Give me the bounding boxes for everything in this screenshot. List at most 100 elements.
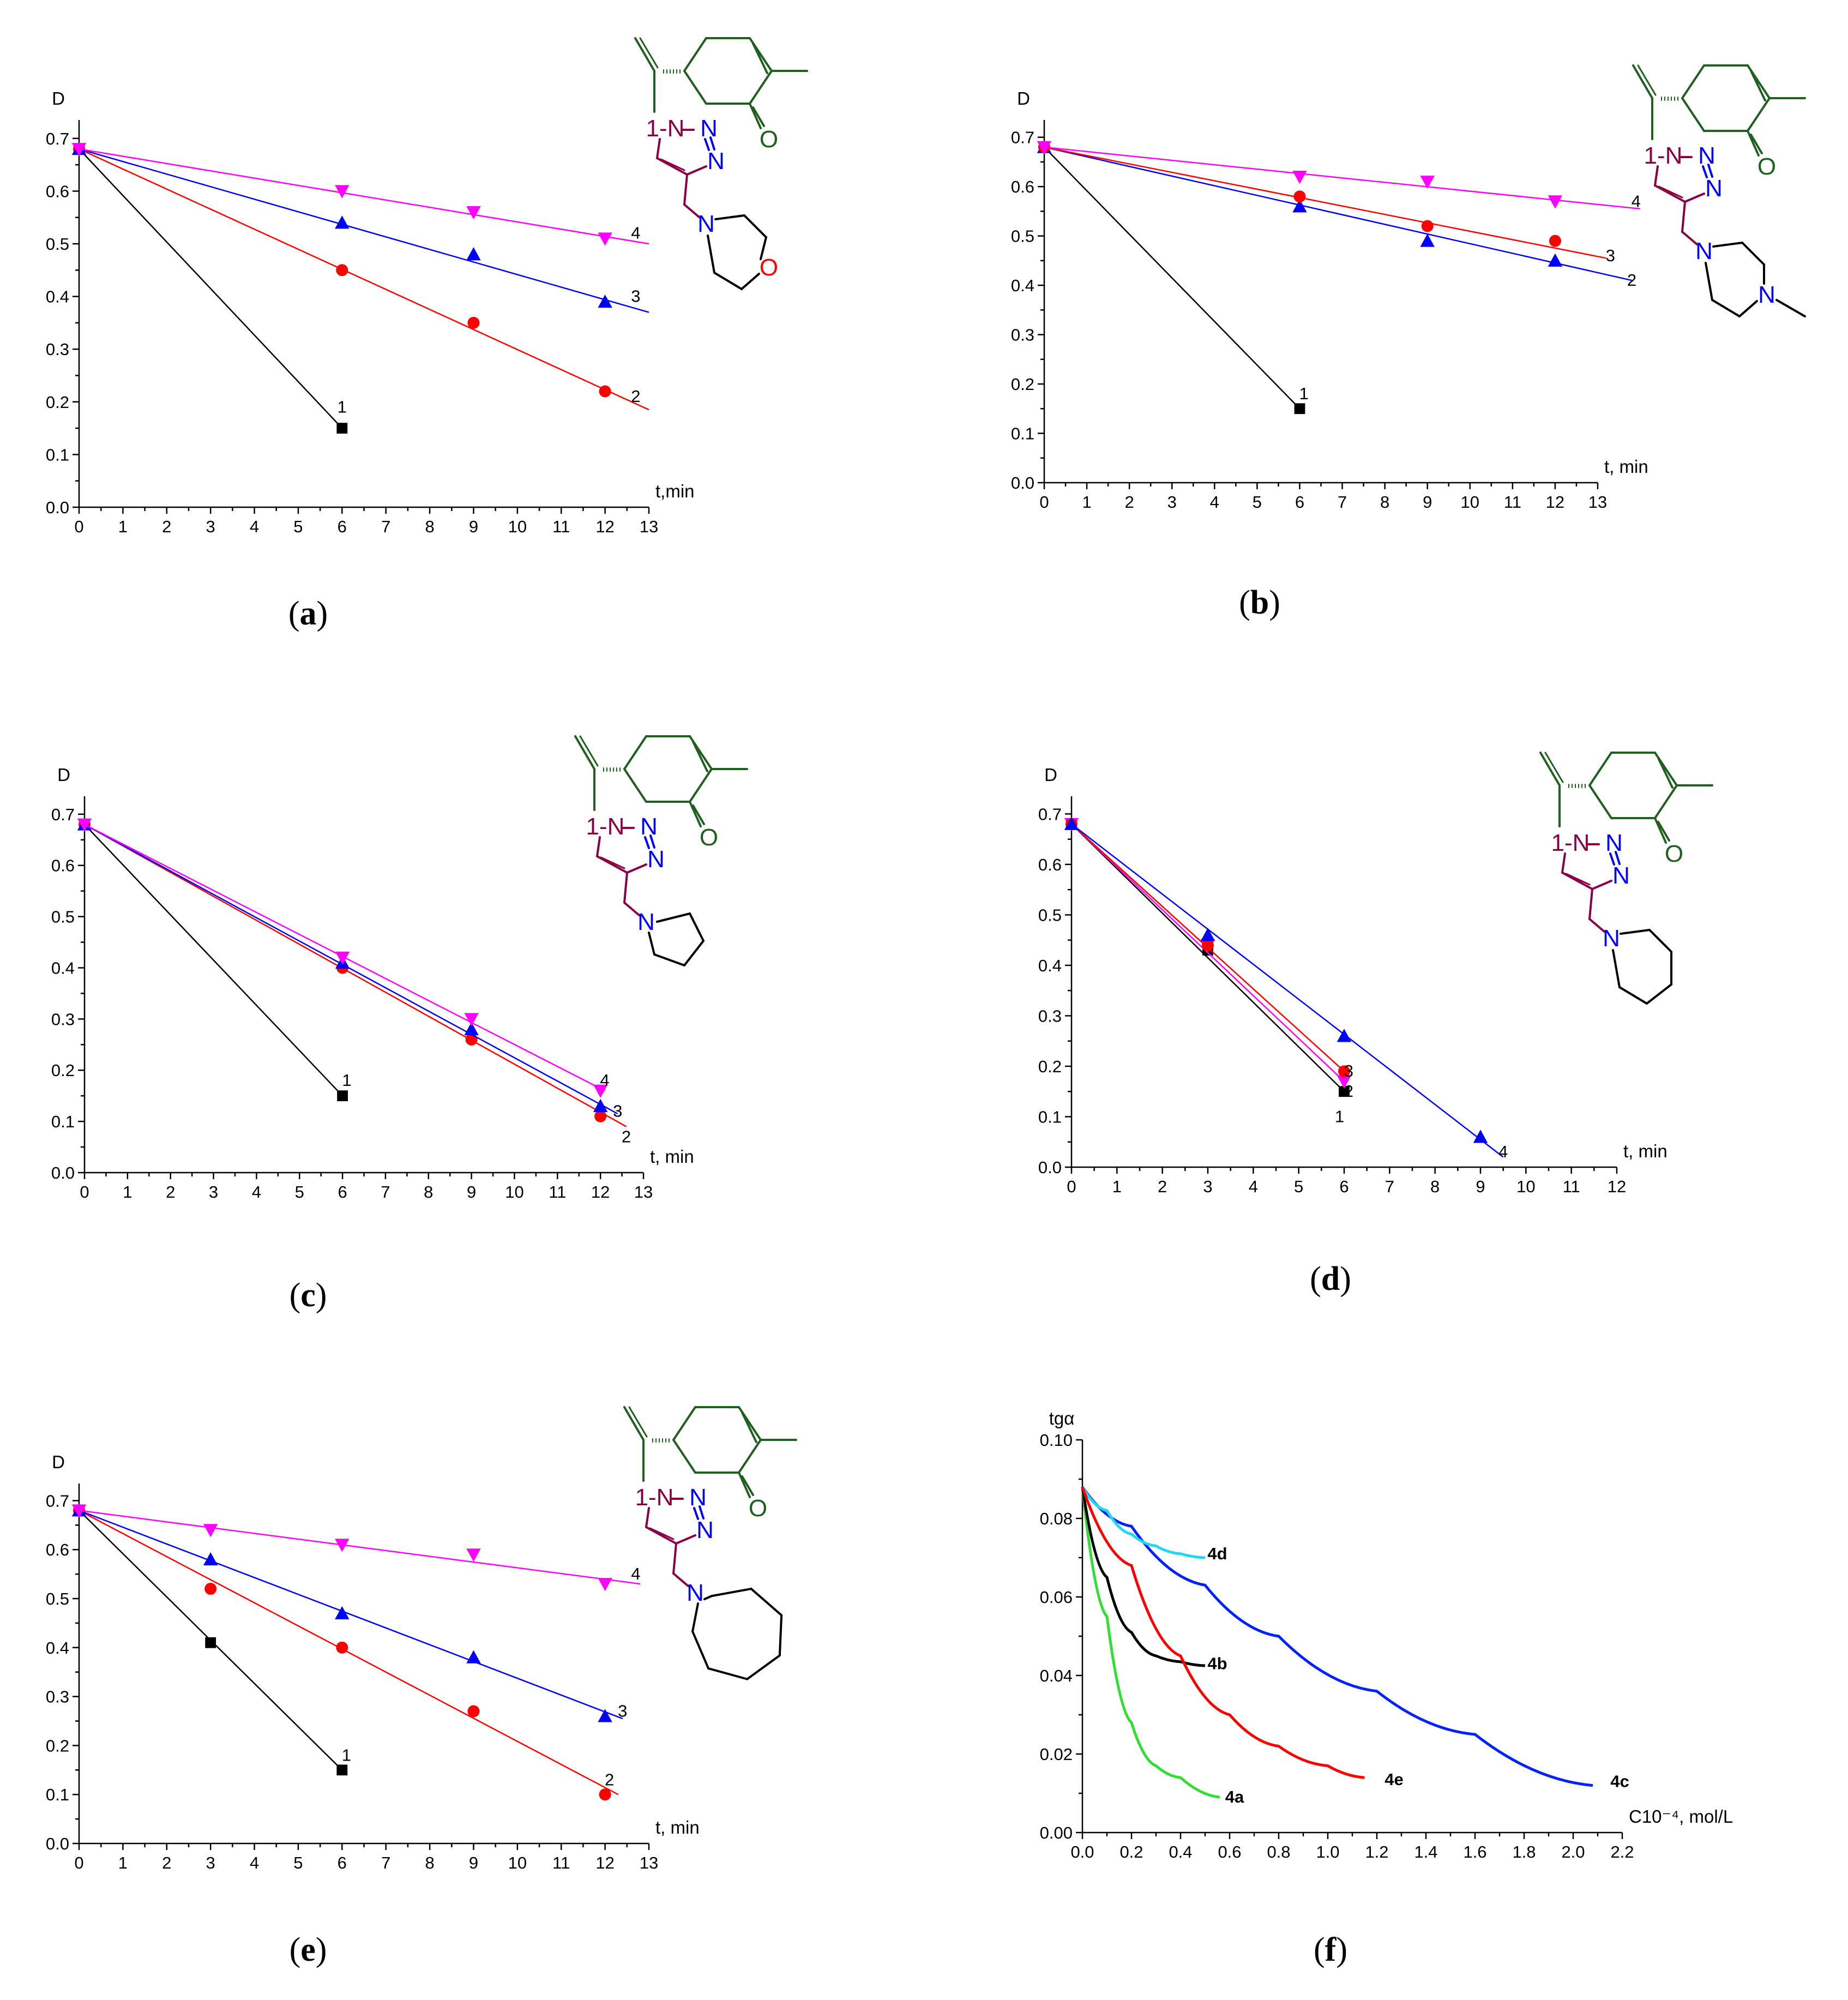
bond: [644, 836, 650, 849]
y-tick-label: 0.2: [1038, 1057, 1062, 1076]
fit-line: [84, 824, 627, 1127]
bond: [648, 932, 655, 956]
y-tick-label: 0.3: [51, 1010, 75, 1029]
y-tick-label: 0.1: [51, 1112, 75, 1131]
bond: [649, 834, 655, 849]
series-label: 4: [1632, 191, 1641, 211]
data-point: [1548, 253, 1563, 267]
bond: [689, 912, 705, 942]
bond: [1588, 888, 1593, 920]
series-4: 4: [1037, 141, 1641, 211]
bond: [760, 236, 767, 260]
x-tick-label: 2: [166, 1182, 175, 1202]
data-point: [598, 1709, 612, 1722]
y-tick-label: 0.4: [46, 1638, 69, 1657]
caption-b: (b): [1239, 584, 1280, 621]
data-point: [205, 1637, 216, 1648]
data-point: [1473, 1130, 1488, 1143]
bond: [1561, 872, 1593, 890]
x-tick-label: 13: [640, 1853, 658, 1872]
bond: [675, 1534, 696, 1545]
x-tick-label: 4: [1249, 1177, 1258, 1196]
bond: [713, 272, 743, 290]
y-axis-label: D: [57, 765, 70, 785]
series-curve: [1081, 1487, 1220, 1799]
bond: [672, 1572, 689, 1587]
atom-n1: 1-N: [1551, 830, 1590, 856]
series-curve: [1081, 1486, 1593, 1787]
x-tick-label: 0: [1067, 1177, 1076, 1196]
x-tick-label: 2: [162, 1853, 171, 1872]
data-point: [466, 1548, 481, 1562]
x-axis-label: t, min: [1604, 457, 1648, 477]
series-label: 3: [613, 1101, 622, 1120]
series-label: 4: [631, 224, 640, 243]
series-curve: [1081, 1486, 1206, 1559]
data-point: [204, 1583, 217, 1595]
chart-f: 0.0 0.2 0.4 0.6 0.8 1.0 1.2 1.4 1.6 1.8 2.0 2.2 0.00…: [1040, 1408, 1733, 1861]
bond: [1565, 873, 1591, 886]
y-tick-label: 0.10: [1040, 1431, 1073, 1450]
data-point: [335, 1606, 350, 1619]
atom-n1: 1-N: [1644, 142, 1683, 169]
y-tick-label: 0.6: [46, 182, 69, 201]
x-tick-label: 5: [295, 1182, 304, 1202]
y-tick-label: 0.0: [1011, 473, 1034, 493]
x-tick-label: 1.0: [1316, 1842, 1339, 1861]
x-tick-label: 8: [1380, 493, 1389, 512]
bond: [672, 1542, 677, 1575]
chart-a: 0 1 2 3 4 5 6 7 8 9 10 11 12 130.00.10.20.30.40.50.60…: [46, 88, 695, 536]
data-point: [203, 1552, 218, 1566]
bond: [1615, 851, 1621, 865]
data-point: [464, 1013, 479, 1026]
bond: [743, 214, 767, 238]
bond: [752, 106, 765, 127]
caption-e: (e): [289, 1931, 327, 1968]
data-point: [335, 951, 350, 965]
x-tick-label: 6: [338, 1182, 347, 1202]
bond: [741, 273, 760, 290]
data-point: [1548, 195, 1563, 209]
x-tick-label: 0: [74, 517, 83, 536]
x-tick-label: 9: [1476, 1177, 1485, 1196]
series-4d: 4d: [1081, 1486, 1227, 1563]
series-1: 1: [74, 1505, 351, 1776]
x-tick-label: 10: [508, 1853, 527, 1872]
x-tick-label: 5: [293, 517, 303, 536]
bond: [1588, 784, 1612, 819]
y-tick-label: 0.5: [46, 235, 69, 254]
y-tick-label: 0.7: [1038, 804, 1062, 824]
data-point: [1037, 141, 1052, 154]
atom-n2: N: [700, 115, 718, 142]
chart-e: 0 1 2 3 4 5 6 7 8 9 10 11 12 130.00.10.20.30.40.50.60…: [46, 1452, 700, 1872]
data-point: [594, 1110, 607, 1122]
series-label: 2: [1344, 1082, 1353, 1101]
bond: [1712, 242, 1743, 248]
series-label: 3: [618, 1702, 627, 1721]
x-tick-label: 11: [552, 1853, 570, 1872]
atom-n3: N: [647, 846, 665, 873]
bond: [778, 1614, 783, 1657]
bond: [741, 1475, 754, 1496]
y-tick-label: 0.5: [51, 908, 75, 927]
x-tick-label: 1.4: [1414, 1842, 1437, 1861]
bond: [672, 1439, 696, 1474]
bond: [1618, 986, 1648, 1005]
bond: [1747, 97, 1771, 132]
data-point: [465, 1033, 478, 1046]
x-tick-label: 10: [1461, 493, 1479, 512]
data-point: [1420, 176, 1435, 189]
x-tick-label: 2: [1125, 493, 1134, 512]
series-4: 4: [71, 1504, 641, 1591]
bond: [741, 1412, 757, 1443]
bond: [1657, 757, 1674, 789]
y-axis-label: D: [1044, 765, 1057, 785]
bond: [683, 203, 700, 218]
data-point: [1200, 928, 1215, 941]
x-tick-label: 2: [162, 517, 171, 536]
x-tick-label: 0: [1039, 493, 1049, 512]
series-label: 1: [342, 1071, 351, 1090]
series-label: 2: [605, 1770, 614, 1789]
bond: [596, 836, 601, 857]
bond: [596, 855, 628, 874]
